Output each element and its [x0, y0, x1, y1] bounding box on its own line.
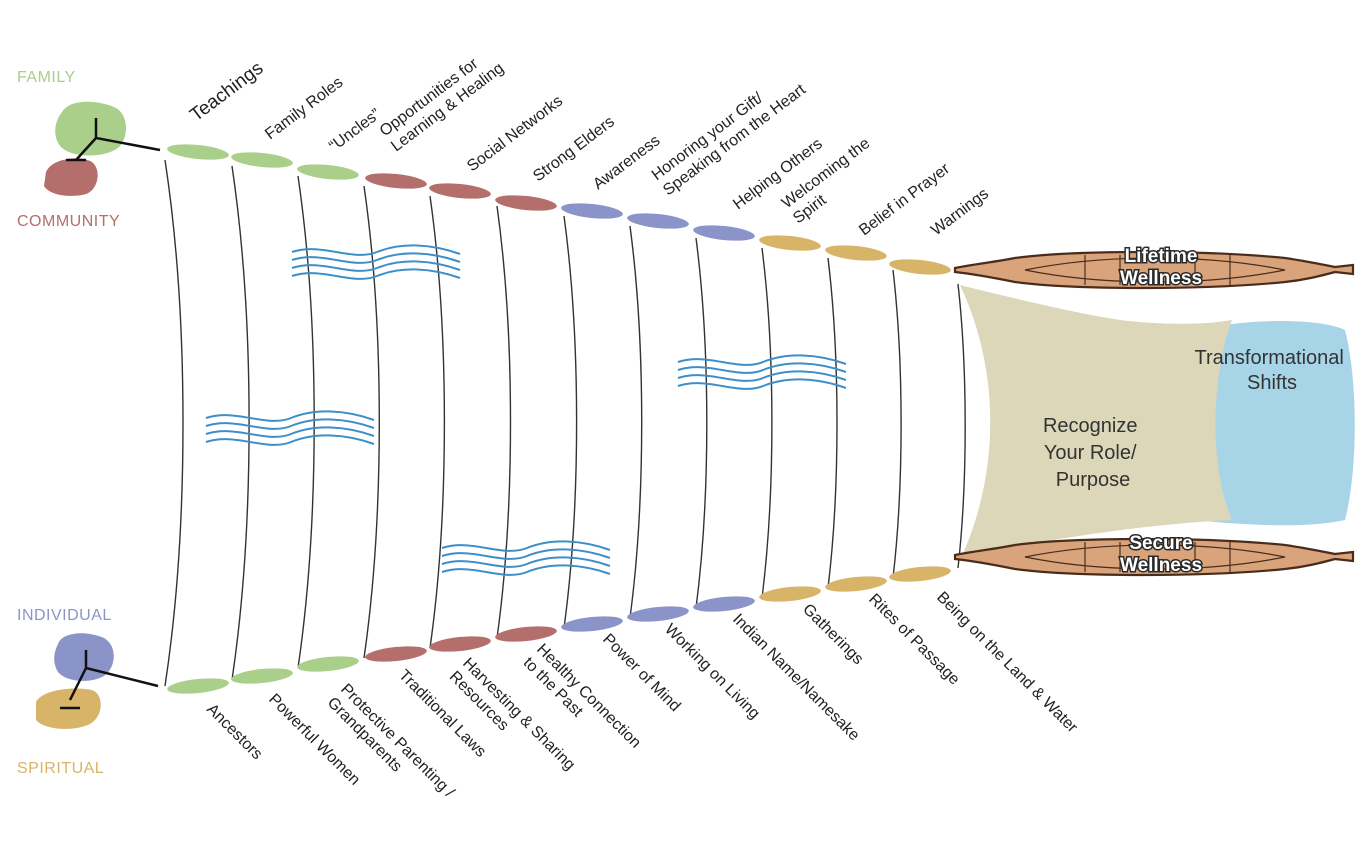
canoe-rib: [429, 195, 446, 649]
canoe-rib: [761, 247, 773, 599]
bottom-bead: [759, 586, 821, 602]
family-community-icon: [44, 101, 161, 196]
canoe-label: Secure Wellness: [1120, 533, 1202, 576]
wave-icon: [441, 540, 611, 576]
individual-label: INDIVIDUAL: [17, 607, 112, 624]
top-bead: [167, 144, 229, 160]
wave-icon: [677, 354, 847, 390]
bottom-bead: [365, 646, 427, 662]
transformational-shifts-label: Transformational Shifts: [1195, 347, 1350, 394]
bottom-bead: [627, 606, 689, 622]
community-label: COMMUNITY: [17, 213, 120, 230]
canoe-rib: [827, 257, 838, 589]
canoe-rib: [297, 175, 315, 669]
bottom-bead: [231, 668, 293, 684]
bottom-bead: [825, 576, 887, 592]
bottom-bead: [167, 678, 229, 694]
water-waves: [205, 244, 847, 576]
canoe-hull: [953, 250, 1355, 290]
top-bead: [495, 195, 557, 211]
canoe-rib: [563, 215, 578, 629]
canoe-rib: [231, 165, 250, 681]
canoe-rib: [957, 283, 966, 569]
recognize-role-label: Recognize Your Role/ Purpose: [1043, 415, 1143, 491]
canoe-ribs: [164, 159, 966, 687]
bottom-bead: [297, 656, 359, 672]
top-value-label: Warnings: [928, 185, 992, 239]
top-bead: [231, 152, 293, 168]
top-bead: [627, 213, 689, 229]
recognize-role-panel: [960, 285, 1232, 556]
spiritual-label: SPIRITUAL: [17, 760, 104, 777]
top-bead: [693, 225, 755, 241]
bottom-value-label: Powerful Women: [265, 691, 363, 789]
individual-spiritual-icon: [36, 633, 159, 729]
bottom-value-label: Being on the Land & Water: [933, 589, 1081, 737]
top-value-label: Opportunities forLearning & Healing: [377, 45, 507, 156]
canoe-hull: [953, 537, 1355, 577]
top-bead: [759, 235, 821, 251]
bottom-bead: [561, 616, 623, 632]
transformational-shifts-panel: [1195, 321, 1355, 526]
secure-wellness-canoe: Secure Wellness: [953, 532, 1355, 578]
bottom-value-label: Indian Name/Namesake: [729, 611, 862, 744]
family-label: FAMILY: [17, 69, 76, 86]
top-value-label: Teachings: [186, 58, 267, 126]
bottom-value-label: Gatherings: [799, 601, 866, 668]
top-value-label: “Uncles”: [326, 106, 384, 155]
canoe-rib: [695, 237, 708, 609]
top-value-label: Welcoming theSpirit: [779, 135, 885, 227]
top-bead: [297, 164, 359, 180]
canoe-rib: [892, 269, 902, 579]
canoe-rib: [496, 205, 512, 639]
top-bead: [429, 183, 491, 199]
canoe-rib: [164, 159, 184, 687]
top-value-label: Family Roles: [262, 74, 346, 143]
bottom-bead: [429, 636, 491, 652]
top-bead: [561, 203, 623, 219]
top-bead: [889, 259, 951, 275]
canoe-label: Lifetime Wellness: [1120, 246, 1202, 289]
wave-icon: [205, 410, 375, 446]
bottom-value-label: Power of Mind: [599, 631, 683, 715]
lifetime-wellness-canoe: Lifetime Wellness: [953, 245, 1355, 291]
canoe-rib: [363, 185, 380, 659]
bead-rows: [167, 144, 951, 694]
wave-icon: [291, 244, 461, 280]
top-bead: [365, 173, 427, 189]
top-bead: [825, 245, 887, 261]
bottom-bead: [693, 596, 755, 612]
bottom-bead: [495, 626, 557, 642]
bottom-value-label: Ancestors: [203, 701, 265, 763]
top-value-label: Awareness: [590, 132, 663, 193]
bottom-bead: [889, 566, 951, 582]
canoe-rib: [629, 225, 643, 619]
